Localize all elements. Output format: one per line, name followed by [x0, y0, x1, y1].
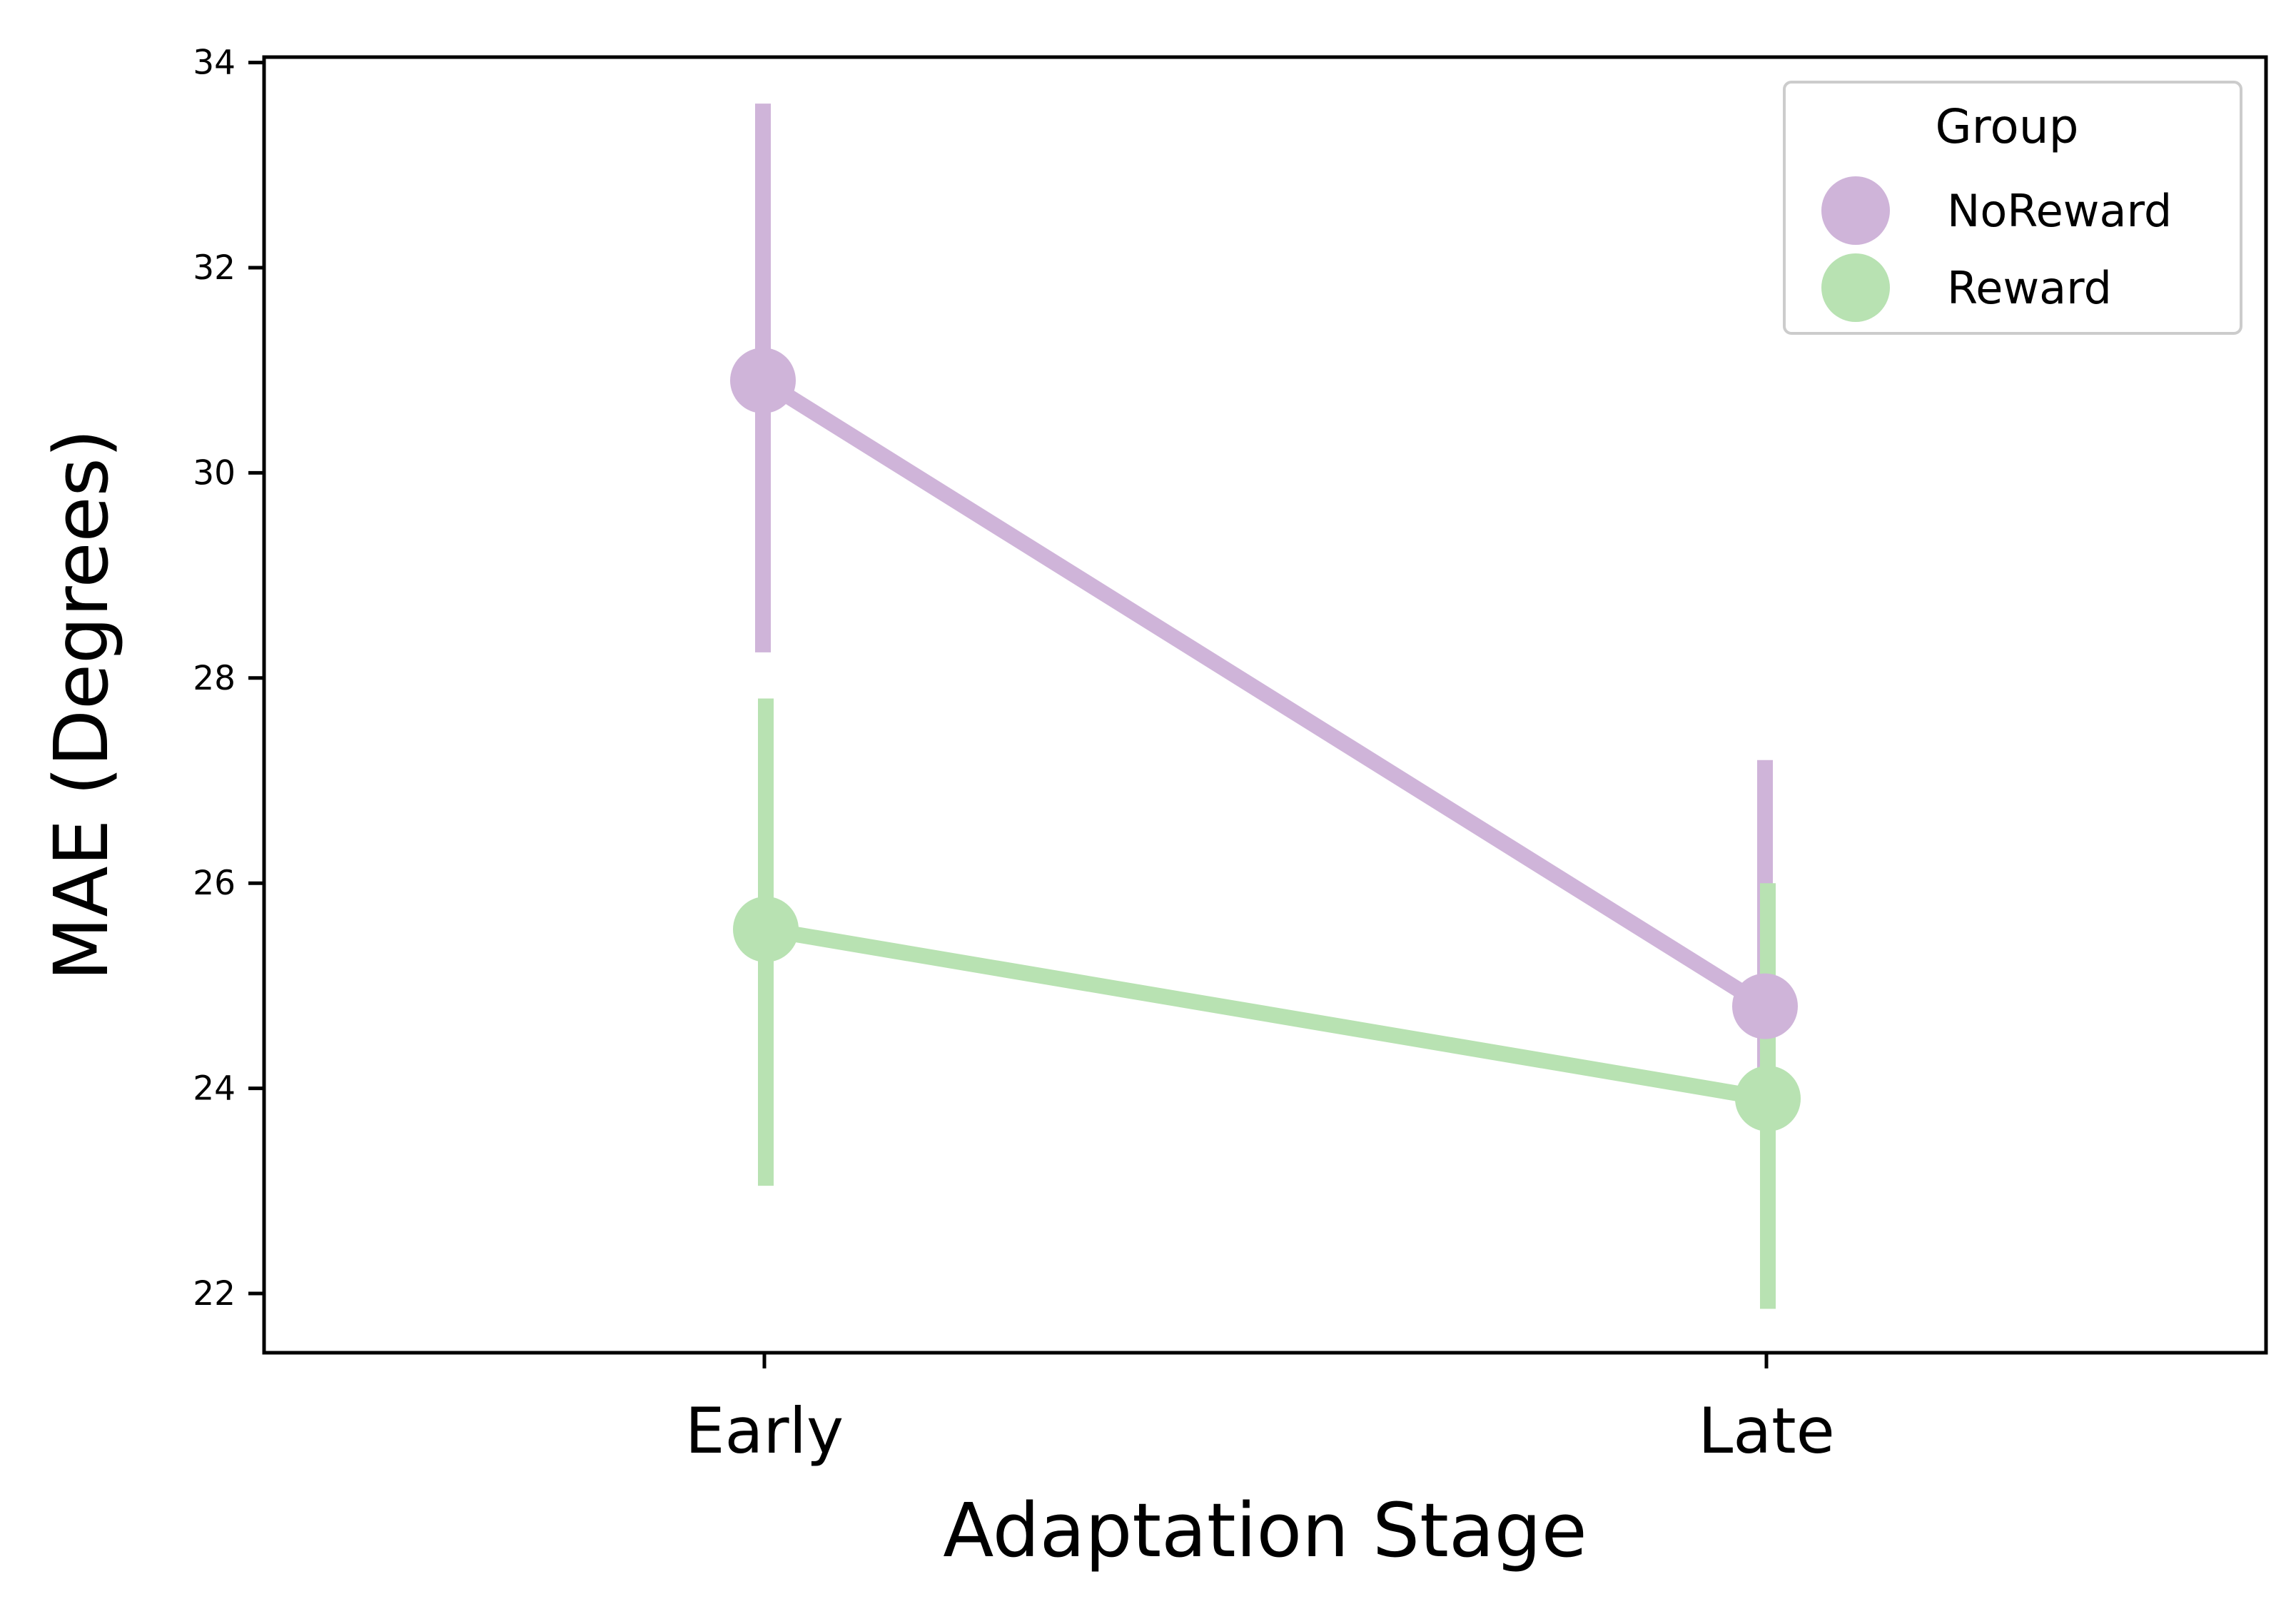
- x-tick-label: Early: [685, 1394, 844, 1468]
- legend: Group NoReward Reward: [1783, 81, 2242, 335]
- series-lines: [759, 373, 1769, 1106]
- series-line-noreward: [759, 373, 1769, 1013]
- y-axis-title: MAE (Degrees): [38, 429, 125, 982]
- y-axis: 22 24 26 28 30 32 34: [193, 44, 264, 1313]
- series-line-reward: [764, 922, 1769, 1106]
- y-tick-label: 24: [193, 1069, 236, 1109]
- y-tick-label: 34: [193, 44, 236, 83]
- data-point-noreward: [730, 348, 796, 414]
- legend-marker-reward: [1821, 253, 1890, 322]
- y-tick-label: 30: [193, 453, 236, 493]
- x-axis: Early Late: [685, 1353, 1835, 1468]
- legend-title: Group: [1936, 99, 2079, 154]
- legend-label-noreward: NoReward: [1947, 185, 2172, 237]
- y-tick-label: 28: [193, 659, 236, 698]
- y-tick-label: 26: [193, 864, 236, 903]
- data-points: [730, 348, 1801, 1131]
- x-tick-label: Late: [1698, 1394, 1835, 1468]
- x-axis-title: Adaptation Stage: [943, 1487, 1587, 1574]
- legend-marker-noreward: [1821, 176, 1890, 245]
- data-point-reward: [1735, 1065, 1801, 1131]
- y-tick-label: 32: [193, 248, 236, 288]
- y-tick-label: 22: [193, 1274, 236, 1313]
- data-point-reward: [733, 896, 799, 962]
- legend-box: [1783, 81, 2242, 335]
- data-point-noreward: [1732, 973, 1798, 1039]
- plot-frame: [262, 55, 2268, 1355]
- legend-label-reward: Reward: [1947, 262, 2112, 314]
